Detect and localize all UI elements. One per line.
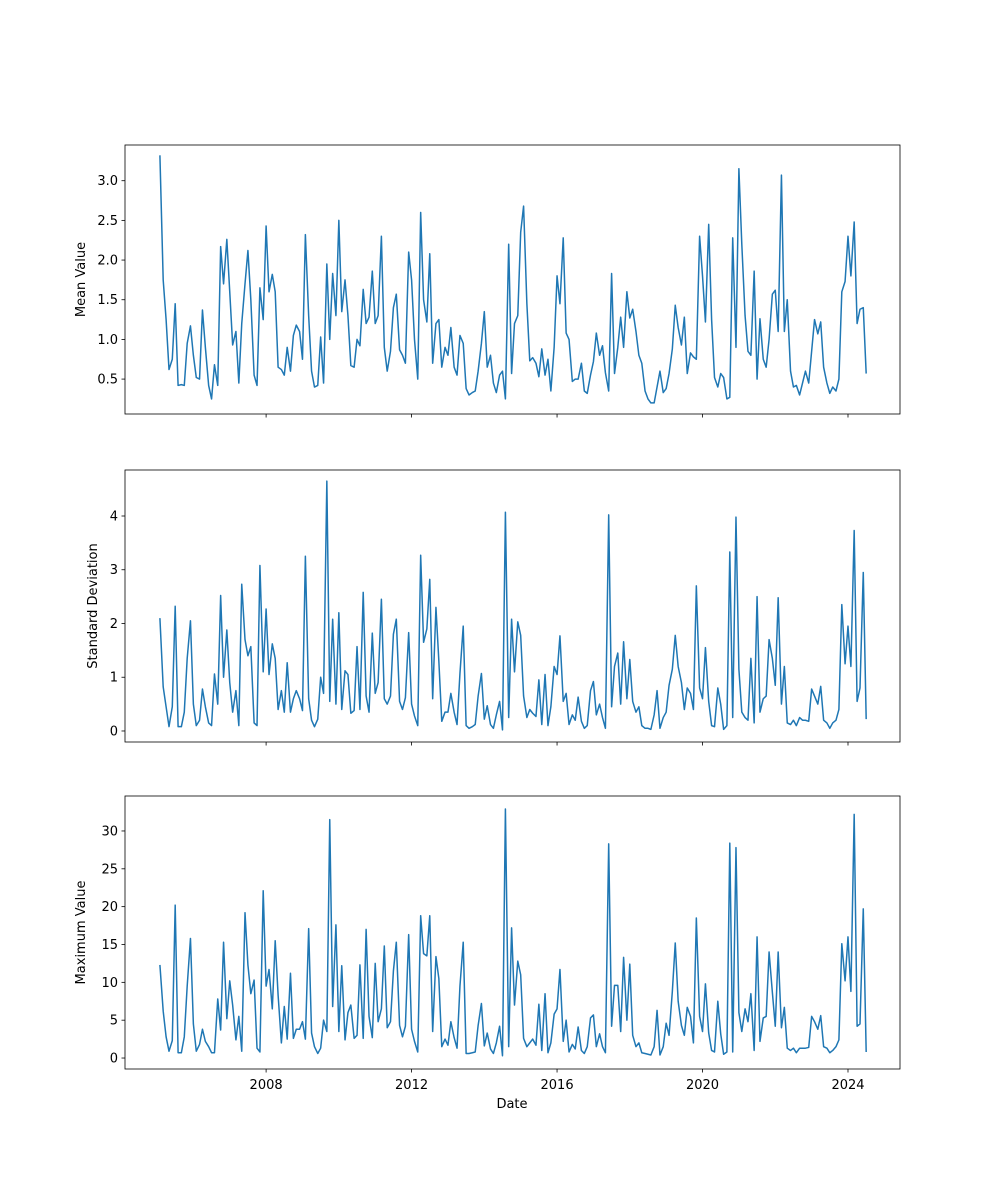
y-tick-label: 2: [110, 617, 118, 632]
y-tick-label: 4: [110, 510, 118, 525]
x-tick-label: 2008: [250, 1078, 283, 1093]
data-line: [159, 480, 867, 731]
x-tick-label: 2024: [831, 1078, 864, 1093]
y-tick-label: 15: [101, 938, 118, 953]
y-tick-label: 3: [110, 563, 118, 578]
x-tick-label: 2016: [541, 1078, 574, 1093]
y-tick-label: 1.5: [97, 293, 118, 308]
y-tick-label: 2.0: [97, 254, 118, 269]
y-tick-label: 0: [110, 724, 118, 739]
y-tick-label: 5: [110, 1014, 118, 1029]
x-axis-label: Date: [496, 1097, 527, 1112]
data-line: [159, 808, 867, 1057]
y-tick-label: 2.5: [97, 214, 118, 229]
y-tick-label: 0.5: [97, 373, 118, 388]
y-tick-label: 10: [101, 976, 118, 991]
y-tick-label: 3.0: [97, 174, 118, 189]
axes-frame: [124, 144, 901, 415]
axes-frame: [124, 469, 901, 743]
y-axis-label: Mean Value: [74, 242, 89, 317]
y-tick-label: 25: [101, 862, 118, 877]
y-tick-label: 20: [101, 900, 118, 915]
y-tick-label: 0: [110, 1052, 118, 1067]
x-tick-label: 2020: [686, 1078, 719, 1093]
y-tick-label: 1.0: [97, 333, 118, 348]
y-axis-label: Standard Deviation: [86, 543, 101, 668]
x-tick-label: 2012: [395, 1078, 428, 1093]
y-axis-label: Maximum Value: [74, 881, 89, 985]
axes-frame: [124, 795, 901, 1070]
data-line: [159, 155, 867, 404]
y-tick-label: 30: [101, 824, 118, 839]
y-tick-label: 1: [110, 671, 118, 686]
